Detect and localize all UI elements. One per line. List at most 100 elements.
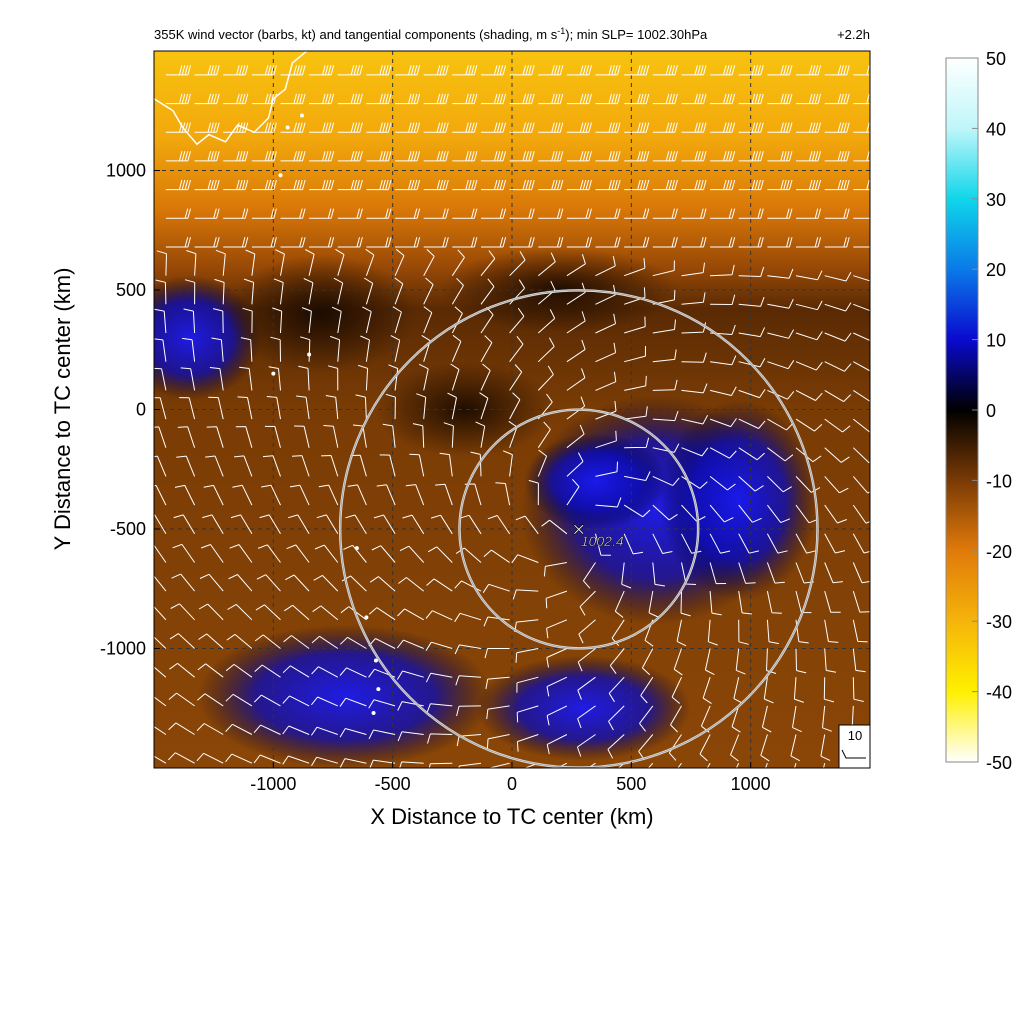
- wind-barb-496: [766, 619, 779, 645]
- wind-barb-580: [282, 725, 310, 735]
- wind-barb-188: [537, 252, 556, 277]
- wind-barb-150: [165, 237, 191, 248]
- wind-barb-336: [475, 421, 486, 448]
- wind-barb-3: [251, 65, 277, 76]
- wind-barb-94: [710, 151, 736, 162]
- wind-barb-230: [301, 307, 312, 334]
- wind-barb-466: [614, 590, 625, 618]
- wind-barb-478: [227, 603, 253, 621]
- colorbar-labels: 50 40 30 20 10 0 -10 -20 -30 -40 -50: [972, 49, 1012, 773]
- wind-barb-18: [681, 65, 707, 76]
- x-tick-label-0: -1000: [250, 774, 296, 794]
- wind-barb-93: [681, 151, 707, 162]
- wind-barb-577: [196, 723, 224, 735]
- wind-barb-373: [824, 476, 849, 494]
- wind-barb-184: [423, 249, 435, 276]
- wind-barb-489: [546, 619, 568, 639]
- wind-barb-473: [824, 590, 841, 613]
- wind-barb-144: [710, 208, 736, 219]
- wind-barb-558: [368, 699, 396, 709]
- wind-barb-591: [607, 734, 625, 759]
- wind-barb-328: [235, 426, 253, 448]
- wind-barb-202: [214, 278, 225, 305]
- wind-barb-597: [790, 734, 800, 762]
- wind-barb-205: [303, 278, 314, 305]
- wind-barb-14: [566, 65, 592, 76]
- wind-barb-402: [202, 514, 224, 535]
- wind-barb-420: [738, 533, 760, 554]
- wind-barb-70: [738, 122, 764, 133]
- wind-barb-178: [245, 249, 256, 276]
- wind-barb-280: [298, 365, 310, 391]
- wind-barb-360: [439, 452, 453, 477]
- wind-barb-408: [373, 514, 396, 535]
- colorbar-tick-label-0: 50: [986, 49, 1006, 69]
- wind-barb-240: [595, 313, 616, 334]
- wind-barb-127: [223, 208, 249, 219]
- colorbar-tick-label-1: 40: [986, 119, 1006, 139]
- wind-barb-1: [194, 65, 220, 76]
- wind-barb-523: [824, 648, 837, 673]
- wind-barb-210: [451, 277, 464, 305]
- wind-barb-482: [340, 606, 367, 621]
- colorbar-tick-label-10: -50: [986, 753, 1012, 773]
- wind-barb-79: [280, 151, 306, 162]
- wind-barb-133: [395, 208, 421, 219]
- wind-barb-63: [538, 122, 564, 133]
- wind-barb-519: [704, 648, 715, 676]
- wind-barb-437: [483, 549, 510, 563]
- wind-barb-266: [624, 346, 646, 363]
- wind-barb-54: [280, 122, 306, 133]
- wind-barb-293: [681, 383, 708, 394]
- wind-barb-198: [824, 272, 852, 282]
- wind-barb-623: [823, 763, 826, 768]
- wind-barb-495: [738, 619, 749, 645]
- wind-barb-589: [546, 734, 568, 755]
- wind-barb-299: [853, 389, 870, 402]
- x-tick-label-3: 500: [616, 774, 646, 794]
- wind-barb-565: [577, 705, 596, 729]
- wind-barb-438: [511, 554, 539, 564]
- wind-barb-72: [796, 122, 822, 133]
- wind-barb-404: [259, 514, 281, 535]
- wind-barb-165: [595, 237, 621, 248]
- wind-barb-169: [710, 237, 736, 248]
- wind-barb-398: [824, 504, 847, 524]
- wind-barb-67: [652, 122, 678, 133]
- wind-barb-81: [337, 151, 363, 162]
- wind-barb-203: [243, 278, 255, 305]
- wind-barb-269: [710, 355, 737, 366]
- wind-barb-464: [545, 590, 568, 609]
- wind-barb-13: [538, 65, 564, 76]
- wind-barb-87: [509, 151, 535, 162]
- y-axis-ticks: -1000 -500 0 500 1000: [100, 161, 160, 659]
- wind-barb-601: [168, 752, 195, 764]
- wind-barb-425: [154, 544, 167, 563]
- wind-barb-105: [309, 179, 335, 191]
- wind-barb-551: [168, 692, 195, 707]
- wind-barb-23: [824, 65, 850, 76]
- wind-barb-113: [538, 179, 564, 191]
- wind-barb-69: [710, 122, 736, 133]
- wind-barb-572: [792, 705, 802, 733]
- wind-barb-540: [577, 676, 596, 700]
- wind-barb-349: [852, 447, 870, 464]
- y-tick-label-2: 0: [136, 400, 146, 420]
- wind-barb-616: [617, 762, 625, 768]
- wind-barb-598: [820, 734, 831, 761]
- wind-barb-548: [823, 677, 835, 703]
- wind-barb-405: [288, 514, 310, 535]
- island-1: [299, 113, 304, 118]
- wind-barb-231: [331, 306, 342, 334]
- wind-barb-16: [624, 65, 650, 76]
- wind-barb-221: [767, 298, 794, 309]
- wind-barb-250: [154, 338, 167, 362]
- wind-barb-267: [652, 349, 677, 363]
- wind-barb-448: [824, 562, 843, 584]
- wind-barb-324: [852, 418, 870, 433]
- radius-ring-edge-500: [459, 409, 699, 649]
- wind-barb-130: [309, 208, 335, 219]
- wind-barb-325: [154, 426, 167, 448]
- wind-barb-621: [764, 763, 768, 768]
- wind-barb-285: [450, 363, 460, 391]
